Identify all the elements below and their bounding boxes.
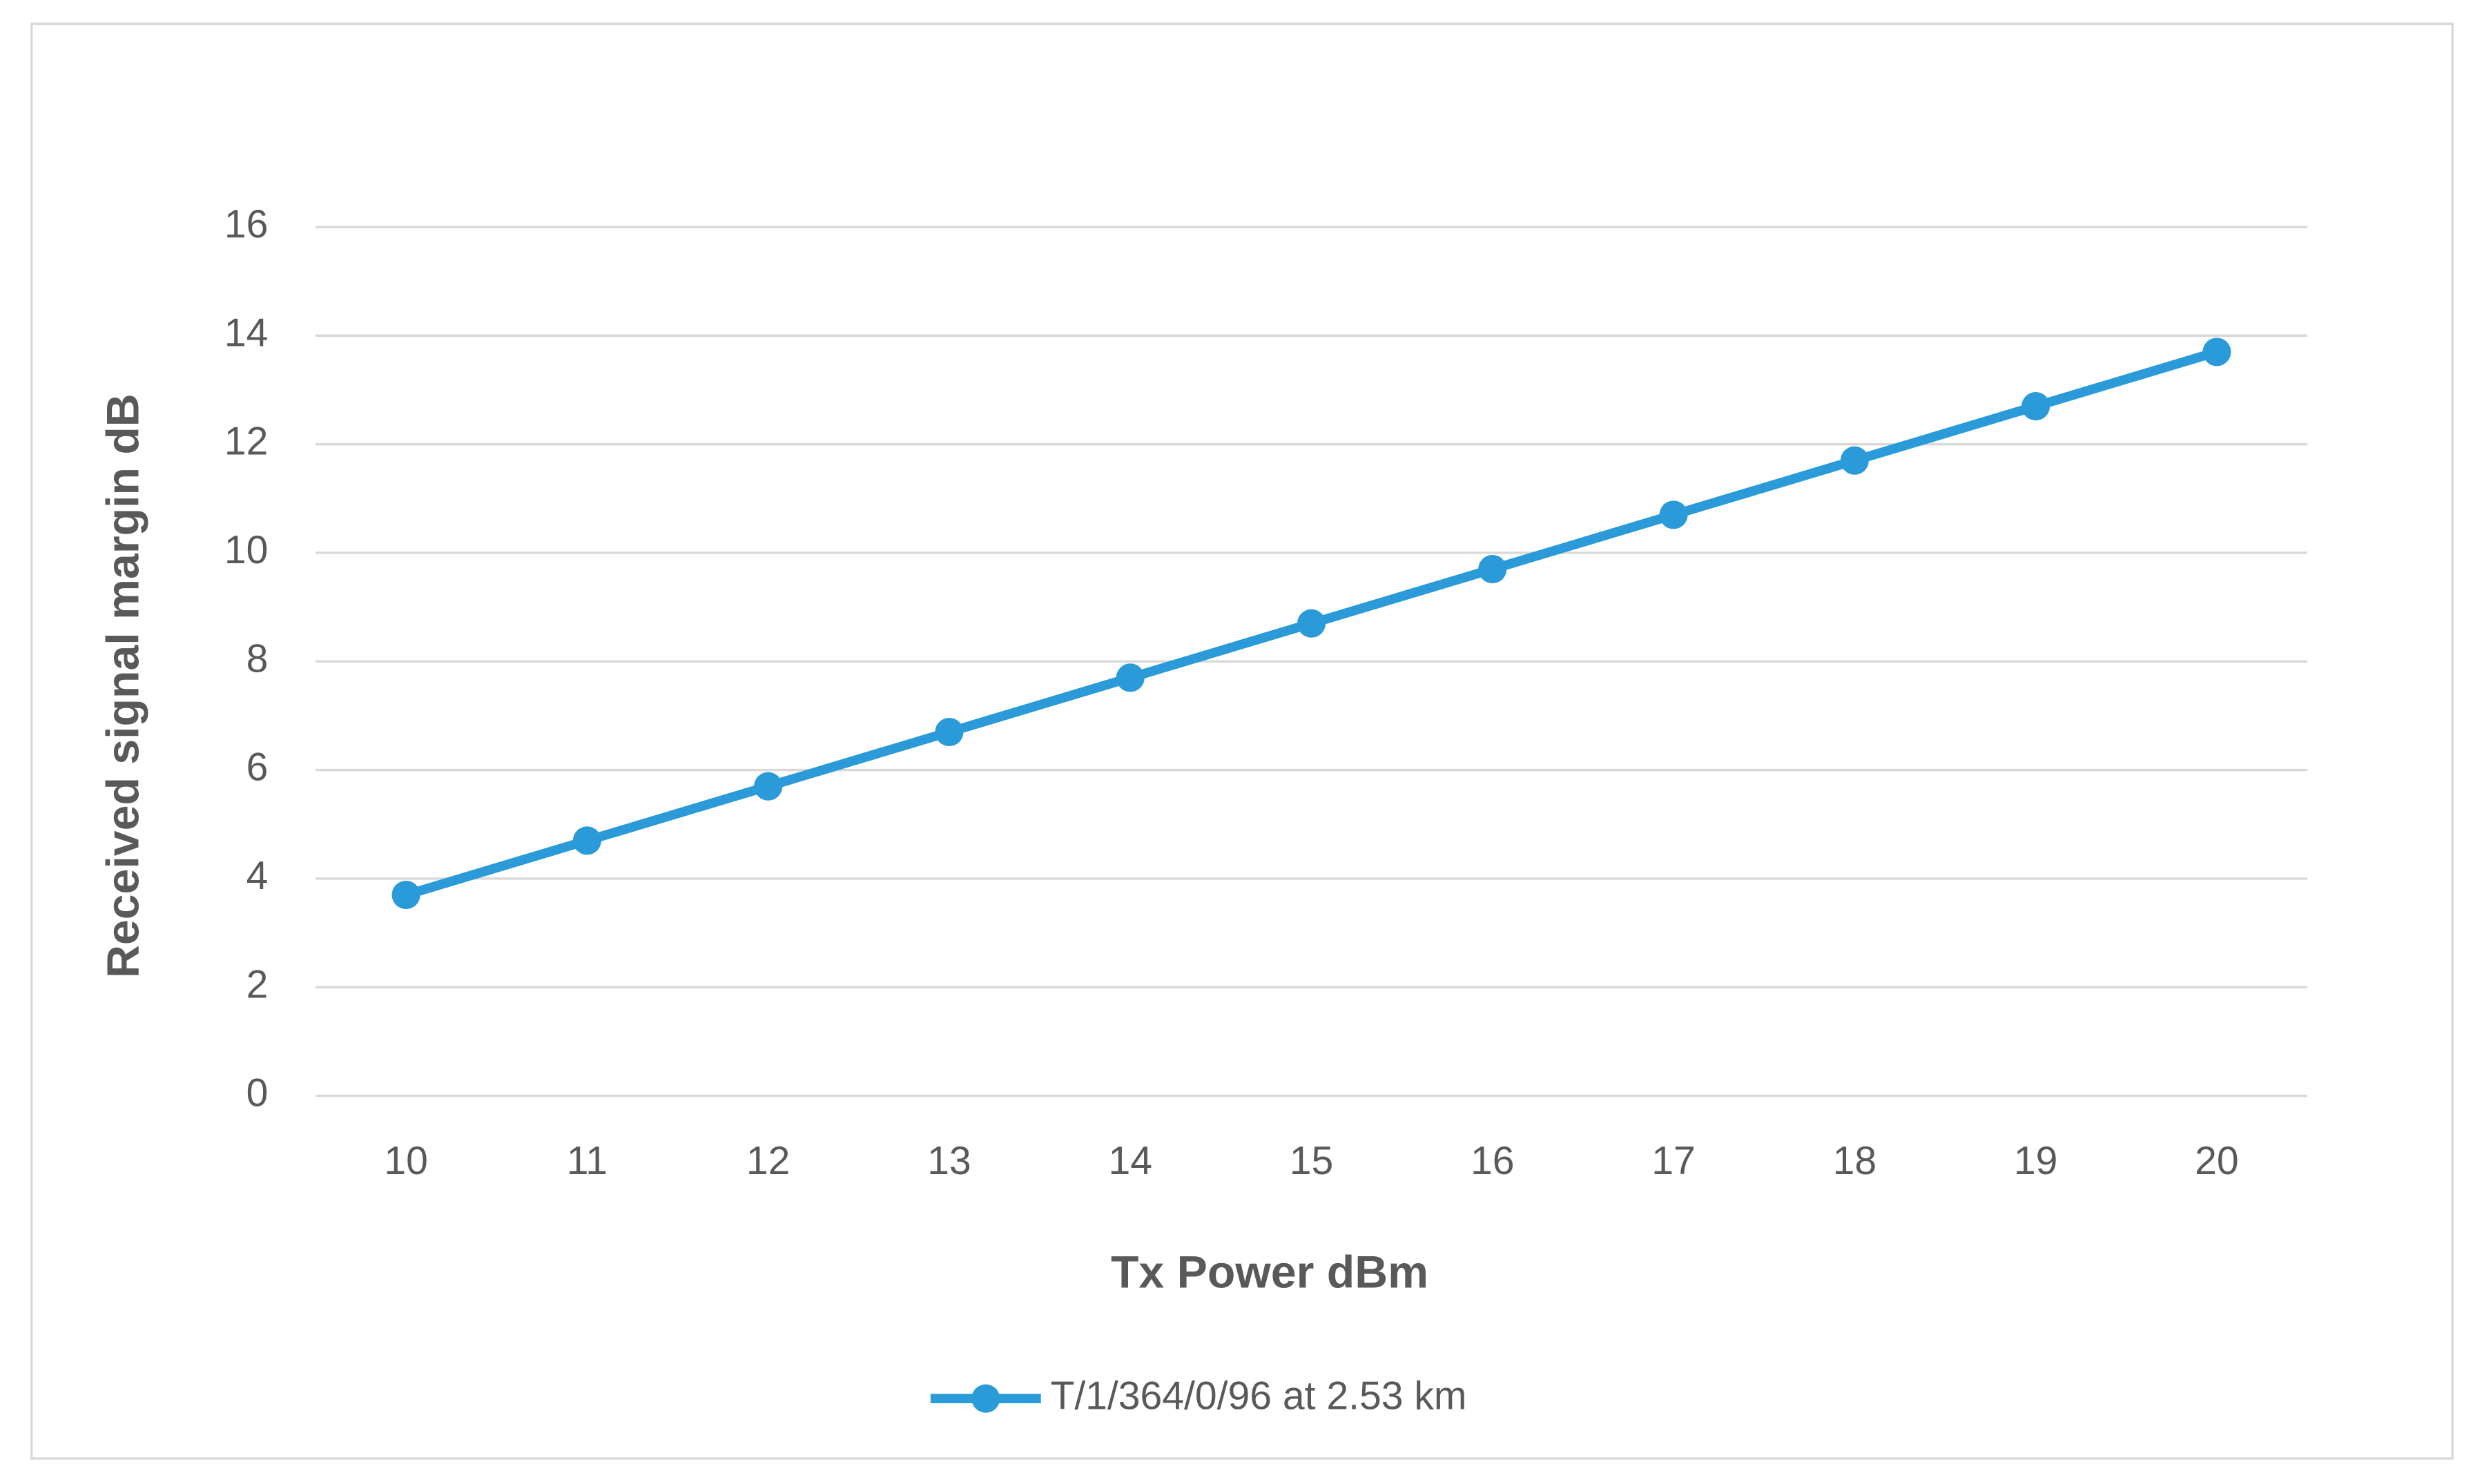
x-tick-label: 20 [2195,1139,2239,1183]
x-tick-label: 13 [927,1139,971,1183]
chart-border [30,22,2454,1460]
y-tick-label: 16 [224,202,269,246]
data-point [1478,554,1507,584]
data-point [2021,391,2050,421]
x-tick-label: 18 [1833,1139,1877,1183]
data-point [1116,663,1145,692]
y-tick-label: 10 [224,528,269,572]
x-tick-label: 15 [1290,1139,1334,1183]
data-point [1840,446,1869,475]
legend-marker [971,1384,1000,1413]
x-axis-title: Tx Power dBm [1111,1247,1428,1298]
data-point [1297,609,1326,638]
x-tick-label: 19 [2014,1139,2058,1183]
data-point [572,826,601,855]
y-tick-label: 12 [224,420,269,464]
y-tick-label: 14 [224,311,269,355]
x-tick-label: 11 [567,1139,608,1183]
data-point [935,717,964,747]
x-tick-label: 10 [384,1139,428,1183]
y-tick-label: 8 [246,636,269,681]
y-axis-title: Received signal margin dB [97,393,148,978]
data-point [391,880,420,910]
legend-label: T/1/364/0/96 at 2.53 km [1050,1374,1466,1418]
x-tick-label: 14 [1108,1139,1152,1183]
data-point [1659,500,1688,529]
data-point [754,772,783,801]
x-tick-label: 12 [746,1139,791,1183]
x-tick-label: 17 [1651,1139,1696,1183]
y-tick-label: 4 [246,854,269,898]
y-tick-label: 2 [246,962,269,1006]
x-tick-label: 16 [1471,1139,1515,1183]
y-tick-label: 0 [246,1071,269,1115]
y-tick-label: 6 [246,745,269,790]
data-point [2202,338,2231,367]
